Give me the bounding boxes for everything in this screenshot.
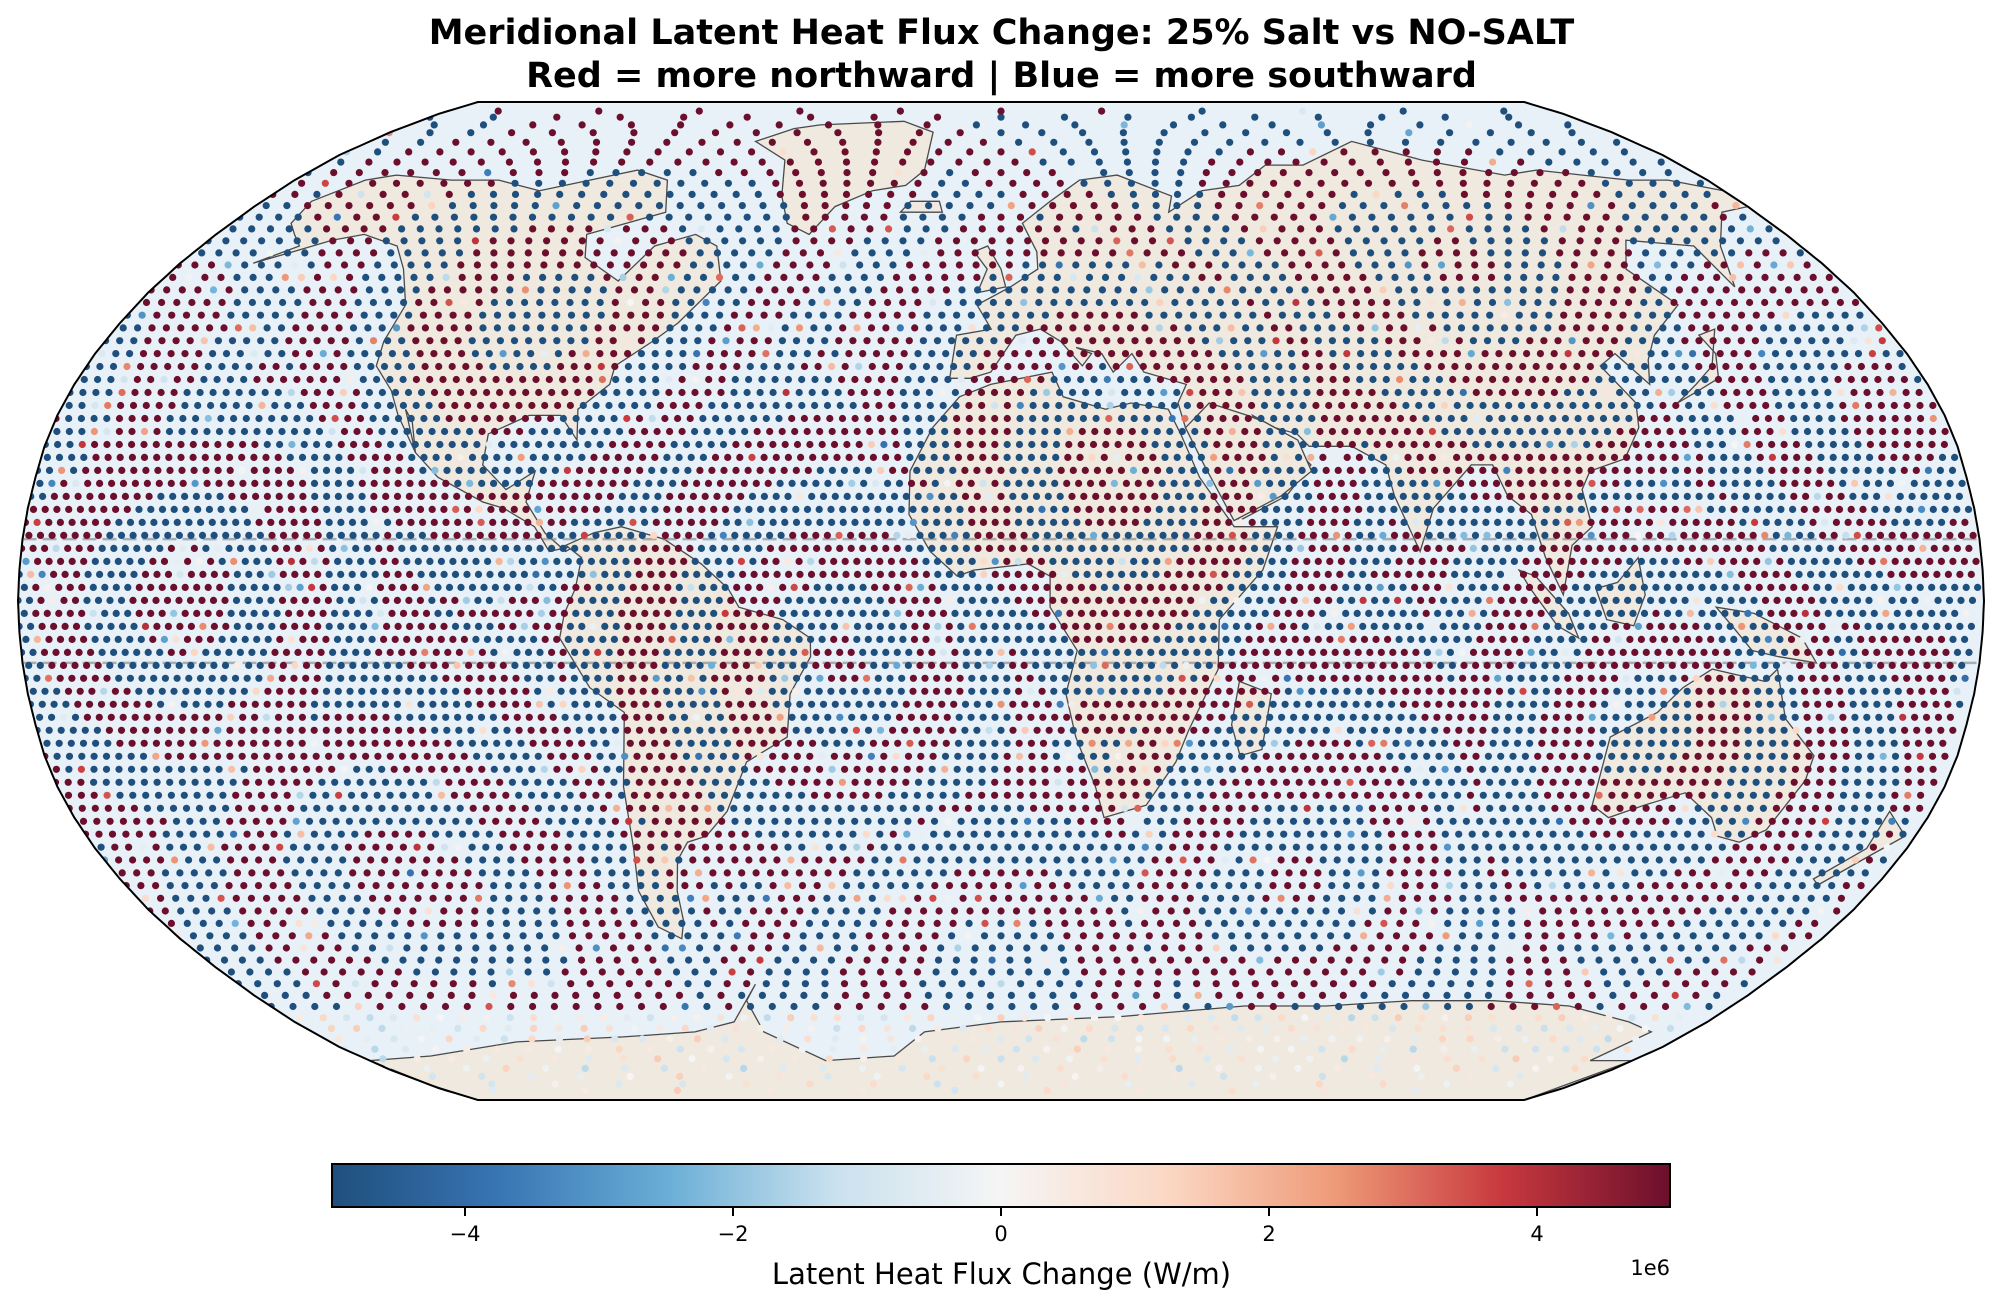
chart-subtitle: Red = more northward | Blue = more south… — [526, 56, 1477, 96]
colorbar-tick-label: −2 — [717, 1222, 749, 1246]
colorbar-tick-label: −4 — [449, 1222, 481, 1246]
colorbar-tick-label: 4 — [1530, 1222, 1544, 1246]
colorbar-label: Latent Heat Flux Change (W/m) — [771, 1257, 1232, 1291]
land-polygon — [1677, 328, 1720, 404]
colorbar-tick-label: 0 — [994, 1222, 1008, 1246]
world-map — [16, 101, 1986, 1101]
land-polygon — [1595, 556, 1646, 627]
colorbar-tick — [1268, 1208, 1270, 1216]
chart-title: Meridional Latent Heat Flux Change: 25% … — [428, 13, 1575, 53]
land-polygon — [754, 120, 934, 236]
land-polygon — [252, 169, 722, 553]
colorbar-tick — [732, 1208, 734, 1216]
colorbar — [331, 1163, 1671, 1208]
colorbar-tick — [464, 1208, 466, 1216]
colorbar-tick-label: 2 — [1262, 1222, 1276, 1246]
land-polygon — [973, 245, 1007, 294]
gridlines — [22, 537, 1980, 665]
land-polygon — [1714, 606, 1818, 664]
data-points — [18, 107, 1982, 1095]
colorbar-tick — [1000, 1208, 1002, 1216]
map-boundary — [16, 101, 1986, 1101]
colorbar-tick — [1536, 1208, 1538, 1216]
colorbar-offset-text: 1e6 — [1630, 1256, 1670, 1280]
